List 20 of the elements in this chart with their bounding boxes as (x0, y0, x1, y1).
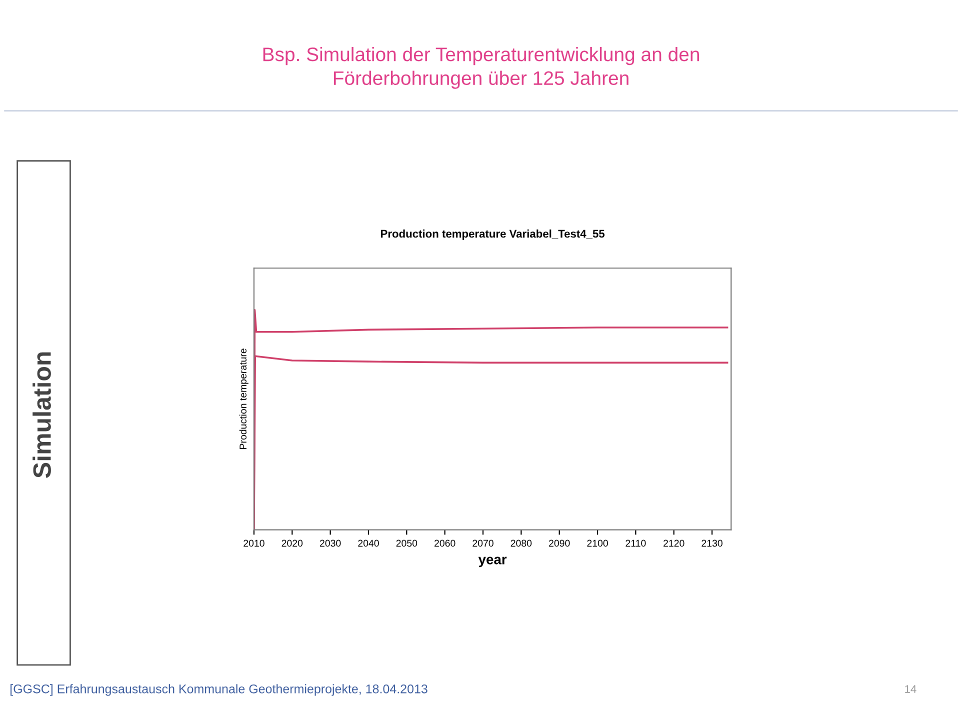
y-axis-title: Production temperature (239, 348, 248, 449)
x-tick-label: 2030 (320, 540, 341, 547)
x-axis-title: year (478, 556, 507, 568)
x-tick-label: 2100 (587, 540, 608, 547)
x-tick-label: 2090 (549, 540, 570, 547)
x-tick-label: 2060 (434, 540, 456, 547)
chart-subtitle: Production temperature Variabel_Test4_55 (381, 230, 605, 240)
x-tick-label: 2070 (472, 540, 494, 547)
x-tick-label: 2050 (396, 540, 418, 547)
x-tick-label: 2130 (702, 540, 722, 547)
text: 14 (905, 685, 916, 693)
x-tick-label: 2040 (358, 540, 379, 547)
text: Simulation (32, 352, 51, 478)
x-tick-label: 2010 (244, 540, 264, 547)
x-tick-label: 2080 (510, 540, 532, 547)
text: [GGSC] Erfahrungsaustausch Kommunale Geothermieprojekte, 18.04.2013 (10, 684, 428, 696)
x-tick-label: 2020 (282, 540, 303, 547)
chart-title: Bsp. Simulation der Temperaturentwicklung an den Förderbohrungen über 125 Jahren (263, 46, 699, 89)
x-tick-label: 2110 (626, 540, 646, 547)
x-tick-label: 2120 (664, 540, 684, 547)
